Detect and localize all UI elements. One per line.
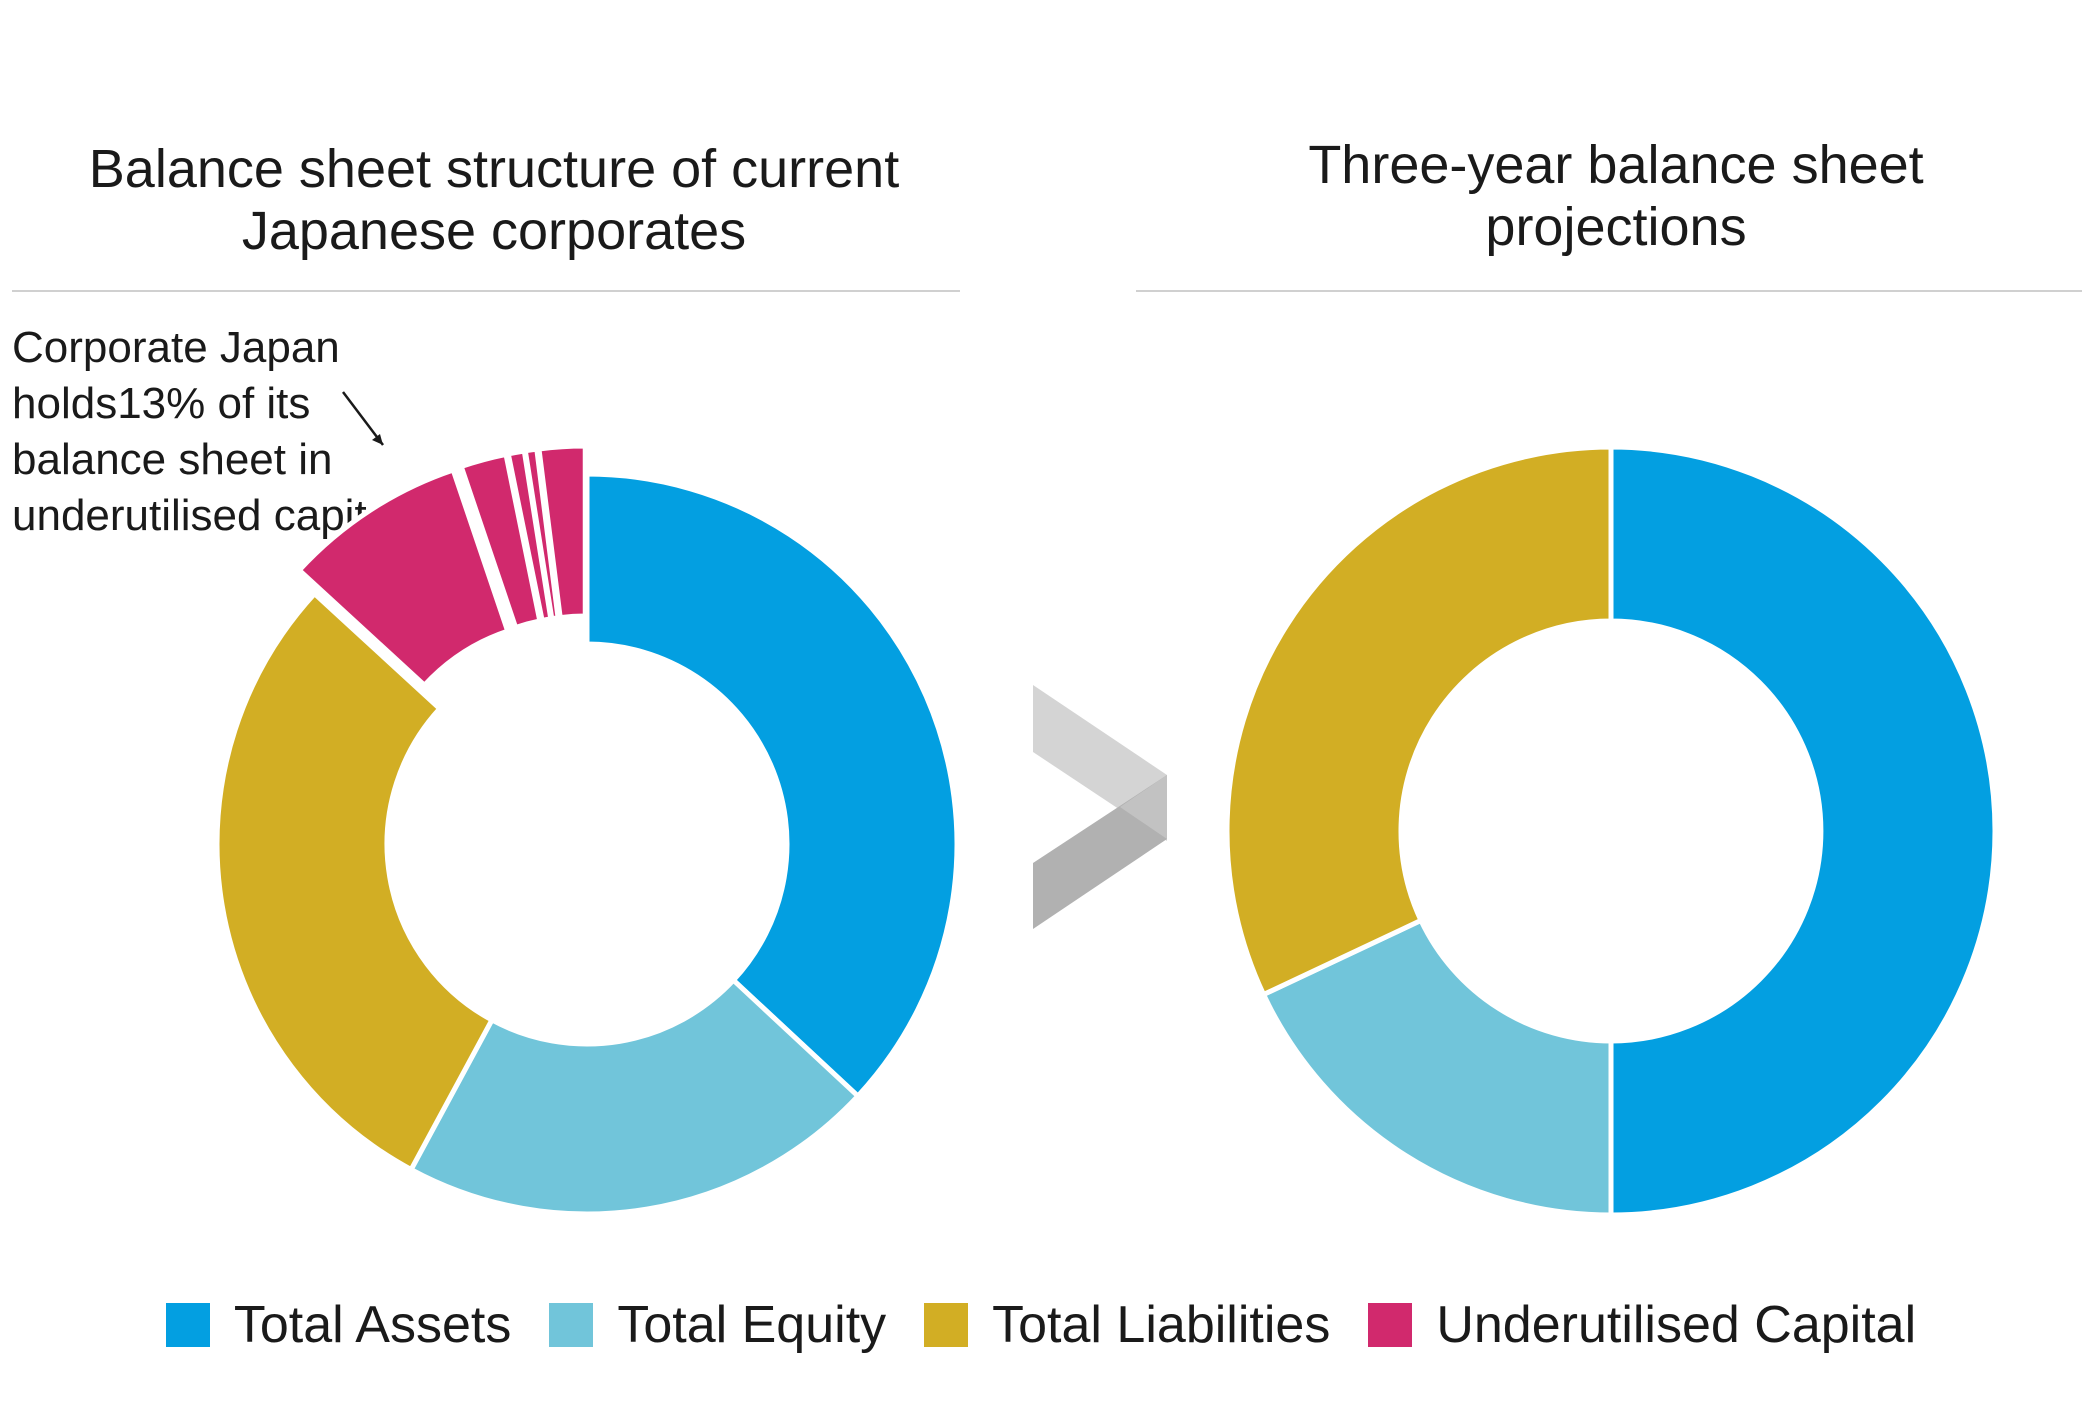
donut-slice-total-liabilities	[214, 591, 495, 1173]
legend-label: Total Liabilities	[992, 1296, 1331, 1354]
underutilised-capital-annotation: Corporate Japan holds13% of its balance …	[12, 323, 401, 540]
legend-item-total-equity: Total Equity	[549, 1295, 886, 1355]
right-title-divider	[1136, 290, 2082, 292]
annotation-arrowhead	[372, 434, 383, 445]
left-chart-title: Balance sheet structure of current Japan…	[88, 139, 900, 261]
right-chart-title: Three-year balance sheet projections	[1308, 135, 1924, 257]
donut-slice-total-equity	[1261, 917, 1614, 1218]
donut-slice-total-assets	[1608, 444, 1998, 1218]
donut-slice-total-liabilities	[1224, 444, 1614, 997]
legend-label: Total Equity	[617, 1296, 887, 1354]
donut-slice-total-assets	[584, 471, 960, 1099]
annotation-arrow	[342, 391, 384, 446]
legend-swatch	[924, 1303, 969, 1347]
right-donut-chart	[1224, 444, 1998, 1218]
donut-slice-underutilised-capital	[536, 443, 588, 621]
legend-swatch	[165, 1303, 210, 1347]
left-title-divider	[12, 290, 960, 292]
left-donut-chart	[214, 443, 960, 1217]
legend-item-total-assets: Total Assets	[165, 1295, 512, 1355]
donut-slice-underutilised-capital	[296, 467, 511, 688]
legend-item-total-liabilities: Total Liabilities	[924, 1295, 1330, 1355]
legend-swatch	[1368, 1303, 1413, 1347]
legend-label: Total Assets	[233, 1296, 512, 1354]
donut-slice-total-equity	[408, 977, 861, 1217]
legend-label: Underutilised Capital	[1436, 1296, 1917, 1354]
chevron-right-icon	[1033, 685, 1167, 929]
legend-item-underutilised-capital: Underutilised Capital	[1368, 1295, 1916, 1355]
legend-swatch	[549, 1303, 594, 1347]
legend: Total Assets Total Equity Total Liabilit…	[0, 1295, 2082, 1355]
